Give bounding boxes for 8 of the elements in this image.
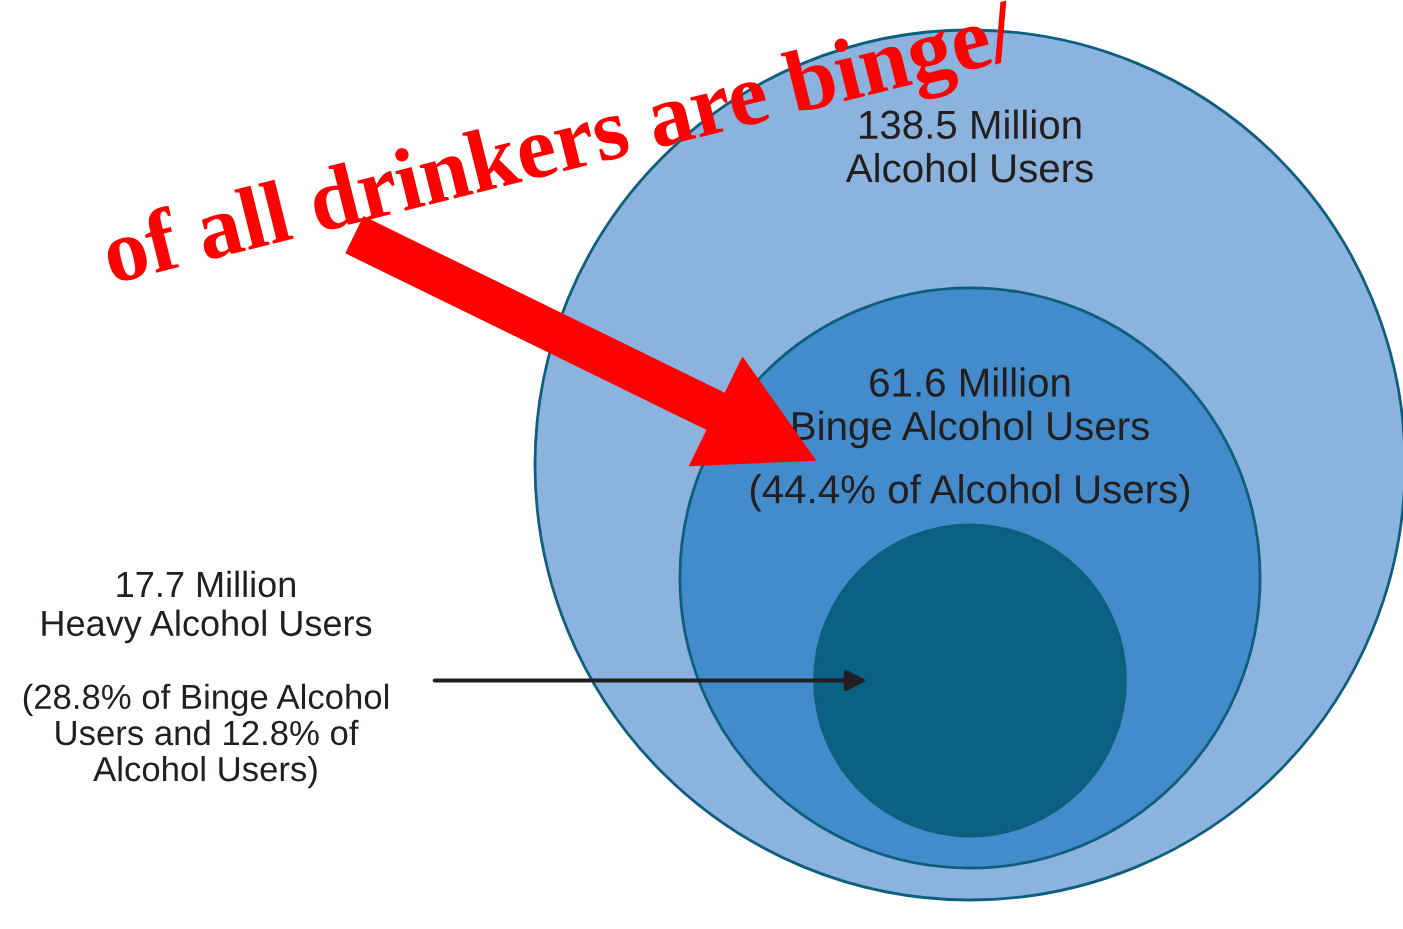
category-label: Alcohol Users: [845, 152, 1093, 183]
data-label: 138.5 Million: [860, 109, 1081, 140]
text: (44.4% of Alcohol Users): [750, 474, 1190, 512]
category-label: Heavy Alcohol Users: [42, 609, 372, 644]
text: (28.8% of Binge Alcohol Users and 12.8% of Alcohol Users): [23, 683, 389, 789]
data-label: 17.7 Million: [117, 570, 295, 598]
category-label: Binge Alcohol Users: [793, 410, 1149, 449]
data-label: 61.6 Million: [870, 367, 1070, 397]
